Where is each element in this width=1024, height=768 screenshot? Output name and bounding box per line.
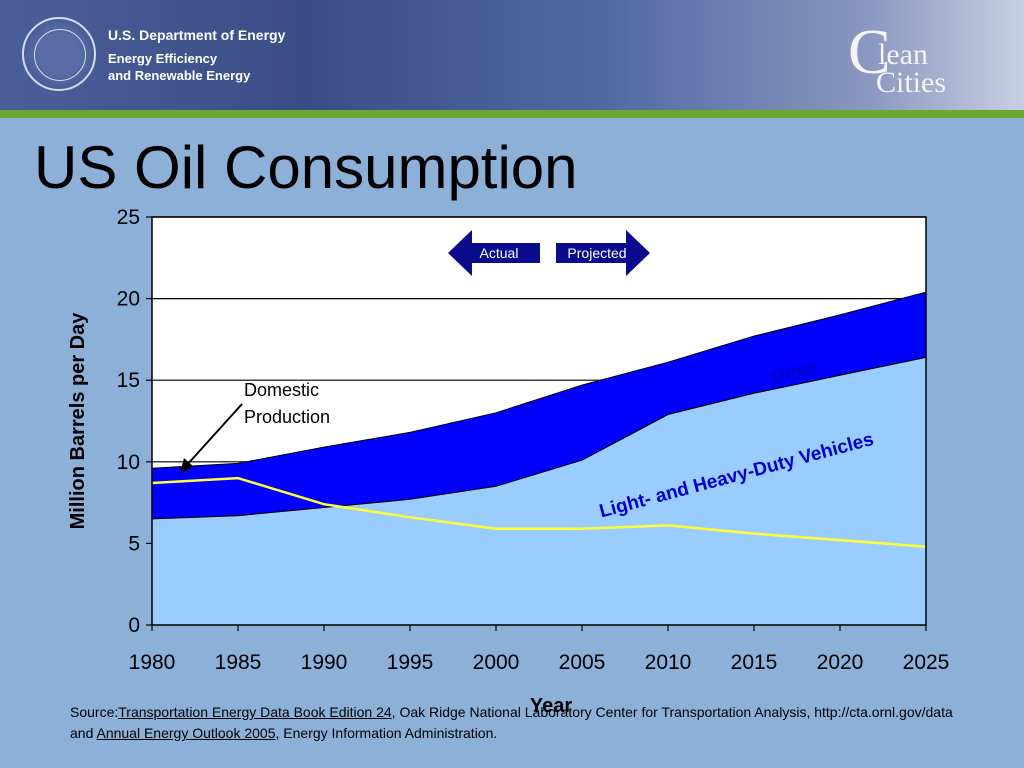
domestic-production-line [151, 476, 927, 548]
domestic-pointer-arrowhead-icon [180, 458, 194, 473]
projected-label: Projected [567, 245, 626, 261]
actual-arrow-icon [448, 230, 540, 276]
source-prefix: Source: [70, 704, 119, 720]
actual-label: Actual [480, 245, 519, 261]
x-tick-label: 1990 [301, 651, 348, 674]
x-axis-label: Year [530, 695, 572, 717]
y-tick-label: 5 [128, 532, 140, 555]
x-tick-label: 2020 [817, 651, 864, 674]
y-axis-ticks: 0 5 10 15 20 25 [117, 206, 152, 637]
agency-name: U.S. Department of Energy [108, 27, 286, 43]
x-tick-label: 2005 [559, 651, 606, 674]
green-divider [0, 110, 1024, 118]
source-link-transportation-data-book[interactable]: Transportation Energy Data Book Edition … [118, 704, 392, 720]
domestic-label-line1: Domestic [244, 380, 319, 400]
y-tick-label: 25 [117, 206, 140, 229]
source-citation: Source:Transportation Energy Data Book E… [70, 702, 970, 744]
x-tick-label: 1995 [387, 651, 434, 674]
header-banner: U.S. Department of Energy Energy Efficie… [0, 0, 1024, 110]
x-tick-label: 2015 [731, 651, 778, 674]
x-tick-label: 1980 [129, 651, 176, 674]
x-tick-label: 2000 [473, 651, 520, 674]
source-middle-text: , Oak Ridge National Laboratory Center f… [70, 704, 953, 741]
domestic-label-line2: Production [244, 407, 330, 427]
y-axis-label: Million Barrels per Day [67, 312, 89, 530]
logo-word-2: Cities [876, 66, 947, 99]
y-tick-label: 0 [128, 614, 140, 637]
x-tick-label: 1985 [215, 651, 262, 674]
plot-frame [151, 216, 927, 626]
projected-arrow-icon [556, 230, 650, 276]
office-name-line1: Energy Efficiency [108, 51, 218, 66]
y-tick-label: 10 [117, 451, 140, 474]
logo-letter: C [848, 16, 891, 87]
y-tick-label: 15 [117, 369, 140, 392]
clean-cities-logo: C lean Cities [848, 20, 998, 100]
slide-title: US Oil Consumption [34, 134, 578, 201]
y-tick-label: 20 [117, 288, 140, 311]
source-link-annual-energy-outlook[interactable]: Annual Energy Outlook 2005 [96, 725, 276, 741]
x-tick-label: 2010 [645, 651, 692, 674]
x-tick-label: 2025 [903, 651, 950, 674]
office-name-line2: and Renewable Energy [108, 68, 251, 83]
domestic-pointer-line [185, 403, 243, 467]
x-axis-ticks: 1980 1985 1990 1995 2000 2005 2010 2015 2020 2025 [129, 625, 950, 674]
logo-word-1: lean [878, 38, 928, 71]
source-suffix: , Energy Information Administration. [275, 725, 498, 741]
doe-seal-icon [22, 17, 96, 91]
